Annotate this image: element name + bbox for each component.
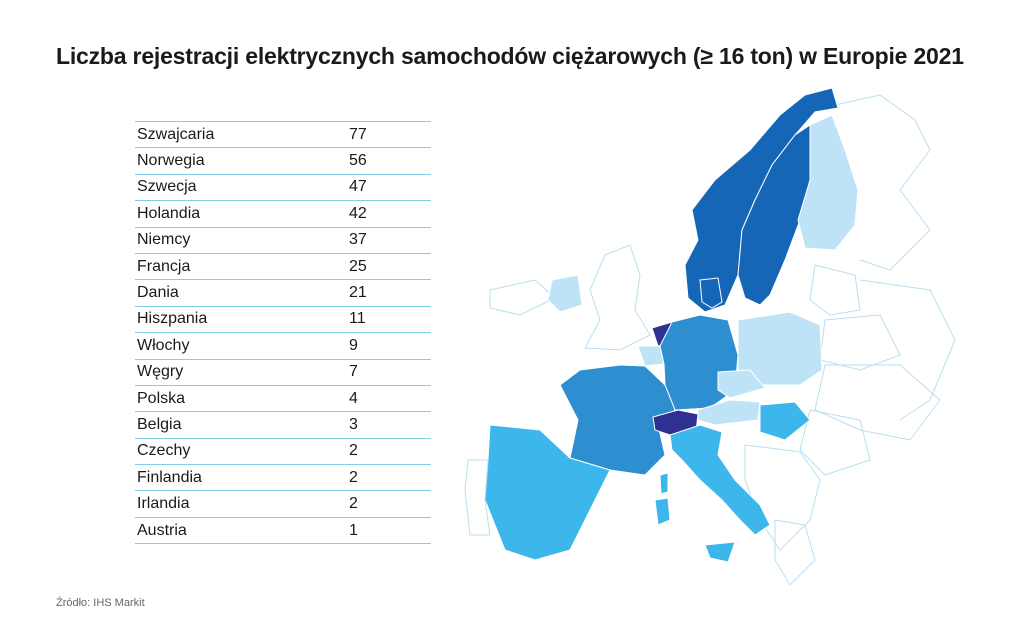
table-row: Francja 25 xyxy=(135,254,431,281)
country-france xyxy=(559,364,676,476)
country-italy xyxy=(669,424,771,536)
table-row: Szwajcaria 77 xyxy=(135,122,431,149)
source-note: Źródło: IHS Markit xyxy=(56,597,145,609)
registration-count: 2 xyxy=(349,495,358,513)
table-row: Niemcy 37 xyxy=(135,228,431,254)
map-outline-ukraine xyxy=(814,364,941,441)
table-row: Finlandia 2 xyxy=(135,465,431,492)
country-belgia xyxy=(637,345,665,367)
island-sardinia xyxy=(654,497,671,526)
registration-count: 42 xyxy=(349,204,367,222)
table-row: Belgia 3 xyxy=(135,412,431,439)
country-hungary xyxy=(759,401,811,441)
country-ireland xyxy=(547,274,583,313)
map-outline-iceland xyxy=(489,279,556,316)
map-outline-russia xyxy=(859,279,956,421)
table-row: Węgry 7 xyxy=(135,360,431,386)
table-row: Czechy 2 xyxy=(135,439,431,466)
registration-count: 37 xyxy=(349,231,367,249)
map-outline-uk xyxy=(584,244,651,351)
registration-count: 4 xyxy=(349,389,358,407)
registration-count: 47 xyxy=(349,178,367,196)
registration-count: 3 xyxy=(349,415,358,433)
country-name: Dania xyxy=(137,284,179,302)
map-outline-baltics xyxy=(809,264,861,316)
country-name: Węgry xyxy=(137,363,184,381)
country-name: Czechy xyxy=(137,442,191,460)
country-name: Finlandia xyxy=(137,468,202,486)
country-austria xyxy=(697,399,761,426)
map-outline-belarus xyxy=(819,314,901,371)
table-row: Holandia 42 xyxy=(135,201,431,228)
registration-count: 2 xyxy=(349,442,358,460)
country-name: Belgia xyxy=(137,415,182,433)
table-row: Norwegia 56 xyxy=(135,148,431,175)
table-row: Polska 4 xyxy=(135,386,431,413)
table-row: Hiszpania 11 xyxy=(135,307,431,334)
registrations-table: Szwajcaria 77 Norwegia 56 Szwecja 47 Holandia 4… xyxy=(135,121,431,545)
country-name: Francja xyxy=(137,257,191,275)
island-sicily xyxy=(704,541,736,563)
map-outline-finland-east xyxy=(834,94,931,271)
country-portugal xyxy=(464,459,491,536)
table-row: Szwecja 47 xyxy=(135,175,431,202)
map-outline-greece xyxy=(774,519,816,586)
country-name: Włochy xyxy=(137,336,190,354)
registration-count: 2 xyxy=(349,468,358,486)
country-name: Polska xyxy=(137,389,186,407)
map-outline-balkans xyxy=(744,444,821,551)
registration-count: 77 xyxy=(349,125,367,143)
page-title: Liczba rejestracji elektrycznych samocho… xyxy=(56,43,964,69)
registration-count: 9 xyxy=(349,336,358,354)
table-row: Austria 1 xyxy=(135,518,431,545)
registration-count: 1 xyxy=(349,521,358,539)
country-name: Holandia xyxy=(137,204,201,222)
registration-count: 56 xyxy=(349,152,367,170)
table-row: Włochy 9 xyxy=(135,333,431,360)
country-czechia xyxy=(717,369,766,399)
country-name: Szwajcaria xyxy=(137,125,215,143)
map-outline-romania xyxy=(799,409,871,476)
table-row: Dania 21 xyxy=(135,280,431,307)
country-name: Austria xyxy=(137,521,187,539)
island-corsica xyxy=(659,472,669,495)
registration-count: 7 xyxy=(349,363,358,381)
registration-count: 11 xyxy=(349,310,366,328)
country-finland xyxy=(797,114,859,251)
registration-count: 25 xyxy=(349,257,367,275)
country-name: Niemcy xyxy=(137,231,191,249)
country-name: Norwegia xyxy=(137,152,205,170)
country-denmark xyxy=(699,277,723,309)
country-name: Szwecja xyxy=(137,178,197,196)
country-name: Hiszpania xyxy=(137,310,208,328)
europe-map xyxy=(464,87,956,586)
registration-count: 21 xyxy=(349,284,367,302)
country-name: Irlandia xyxy=(137,495,190,513)
table-row: Irlandia 2 xyxy=(135,491,431,518)
